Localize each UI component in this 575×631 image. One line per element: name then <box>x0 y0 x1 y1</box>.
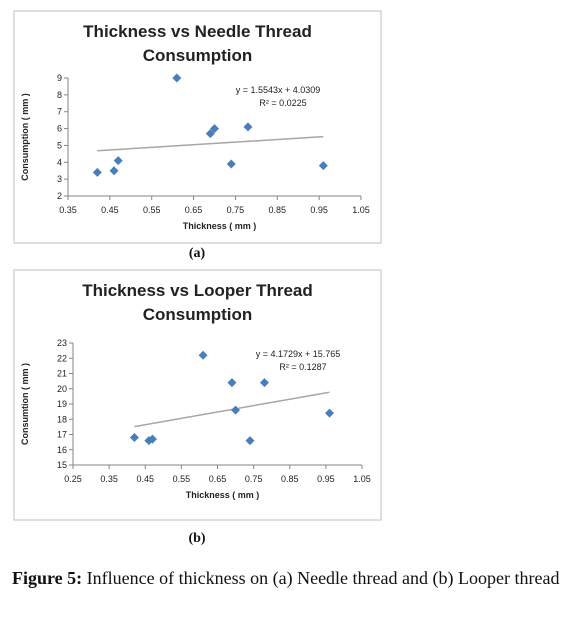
trendline-r2: R² = 0.0225 <box>259 98 306 108</box>
y-tick-label: 20 <box>57 384 67 394</box>
point <box>245 436 255 446</box>
y-tick-label: 8 <box>57 90 62 100</box>
y-tick-label: 22 <box>57 353 67 363</box>
trendline-equation: y = 1.5543x + 4.0309 <box>236 85 321 95</box>
x-tick-label: 0.35 <box>59 205 77 215</box>
chart-title: Consumption <box>143 46 253 65</box>
chart-title: Consumption <box>143 305 253 324</box>
chart-frame <box>13 269 382 521</box>
subfigure-label: (a) <box>189 246 206 261</box>
y-tick-label: 16 <box>57 445 67 455</box>
y-tick-label: 15 <box>57 460 67 470</box>
chart-frame <box>13 10 382 244</box>
point <box>129 433 139 443</box>
trendline <box>97 135 324 152</box>
point <box>227 378 237 388</box>
y-axis-label: Consumption ( mm ) <box>20 93 30 181</box>
y-tick-label: 9 <box>57 73 62 83</box>
trendline-r2: R² = 0.1287 <box>279 362 326 372</box>
x-tick-label: 1.05 <box>352 205 370 215</box>
x-axis-label: Thickness ( mm ) <box>186 490 260 500</box>
x-tick-label: 0.85 <box>269 205 287 215</box>
point <box>172 73 182 83</box>
chart-title: Thickness vs Looper Thread <box>82 281 313 300</box>
point <box>147 434 157 444</box>
point <box>231 405 241 415</box>
caption: Figure 5: Influence of thickness on (a) … <box>12 566 567 591</box>
point <box>226 159 236 169</box>
point <box>324 408 334 418</box>
y-tick-label: 17 <box>57 430 67 440</box>
y-tick-label: 21 <box>57 369 67 379</box>
x-tick-label: 0.45 <box>136 474 154 484</box>
y-tick-label: 5 <box>57 140 62 150</box>
point <box>205 129 215 139</box>
x-tick-label: 1.05 <box>353 474 371 484</box>
point <box>198 350 208 360</box>
y-tick-label: 23 <box>57 338 67 348</box>
point <box>259 378 269 388</box>
y-tick-label: 19 <box>57 399 67 409</box>
x-tick-label: 0.55 <box>173 474 191 484</box>
point <box>318 161 328 171</box>
caption-text: Influence of thickness on (a) Needle thr… <box>86 568 560 588</box>
point <box>109 166 119 176</box>
x-tick-label: 0.45 <box>101 205 119 215</box>
x-tick-label: 0.65 <box>185 205 203 215</box>
chart-title: Thickness vs Needle Thread <box>83 22 312 41</box>
x-tick-label: 0.75 <box>227 205 245 215</box>
y-tick-label: 3 <box>57 174 62 184</box>
x-axis-label: Thickness ( mm ) <box>183 221 257 231</box>
point <box>210 124 219 134</box>
x-tick-label: 0.55 <box>143 205 161 215</box>
point <box>243 122 253 132</box>
y-axis-label: Consumtion ( mm ) <box>20 363 30 445</box>
x-tick-label: 0.35 <box>100 474 118 484</box>
y-tick-label: 2 <box>57 191 62 201</box>
x-tick-label: 0.95 <box>317 474 335 484</box>
trendline-equation: y = 4.1729x + 15.765 <box>256 349 341 359</box>
y-tick-label: 7 <box>57 107 62 117</box>
y-tick-label: 18 <box>57 414 67 424</box>
y-tick-label: 6 <box>57 124 62 134</box>
figure: Thickness vs Needle Thread Consumption 0.3… <box>13 10 382 546</box>
x-tick-label: 0.85 <box>281 474 299 484</box>
x-tick-label: 0.95 <box>310 205 328 215</box>
x-tick-label: 0.75 <box>245 474 263 484</box>
point <box>92 167 102 177</box>
x-tick-label: 0.65 <box>209 474 227 484</box>
caption-label: Figure 5: <box>12 568 83 588</box>
subfigure-label: (b) <box>188 531 205 546</box>
x-tick-label: 0.25 <box>64 474 82 484</box>
point <box>113 156 123 166</box>
y-tick-label: 4 <box>57 157 62 167</box>
